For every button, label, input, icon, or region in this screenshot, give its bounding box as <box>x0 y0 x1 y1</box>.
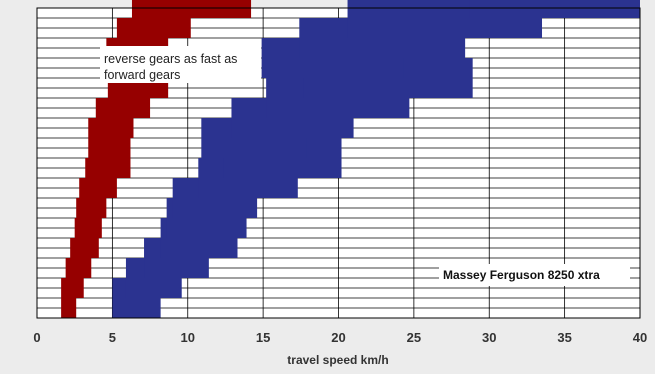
reverse-gear-bar <box>168 0 252 18</box>
x-tick-label: 5 <box>109 330 116 345</box>
x-tick-label: 15 <box>256 330 270 345</box>
annotation: reverse gears as fast as forward gears <box>100 46 261 83</box>
legend-box <box>439 264 630 286</box>
legend: Massey Ferguson 8250 xtra <box>439 264 630 286</box>
x-tick-label: 25 <box>407 330 421 345</box>
forward-gear-bar <box>469 0 640 18</box>
x-tick-label: 40 <box>633 330 647 345</box>
forward-gear-series <box>112 0 640 318</box>
annotation-box <box>100 46 261 83</box>
x-tick-label: 20 <box>331 330 345 345</box>
annotation-line-1: reverse gears as fast as <box>104 52 237 66</box>
x-tick-label: 30 <box>482 330 496 345</box>
x-axis-title: travel speed km/h <box>287 353 388 367</box>
annotation-line-2: forward gears <box>104 68 180 82</box>
x-tick-label: 35 <box>557 330 571 345</box>
x-tick-label: 0 <box>33 330 40 345</box>
legend-label: Massey Ferguson 8250 xtra <box>443 268 600 282</box>
x-tick-label: 10 <box>181 330 195 345</box>
x-axis-ticks: 0 5 10 15 20 25 30 35 40 <box>33 330 647 345</box>
plot-border <box>36 7 641 319</box>
